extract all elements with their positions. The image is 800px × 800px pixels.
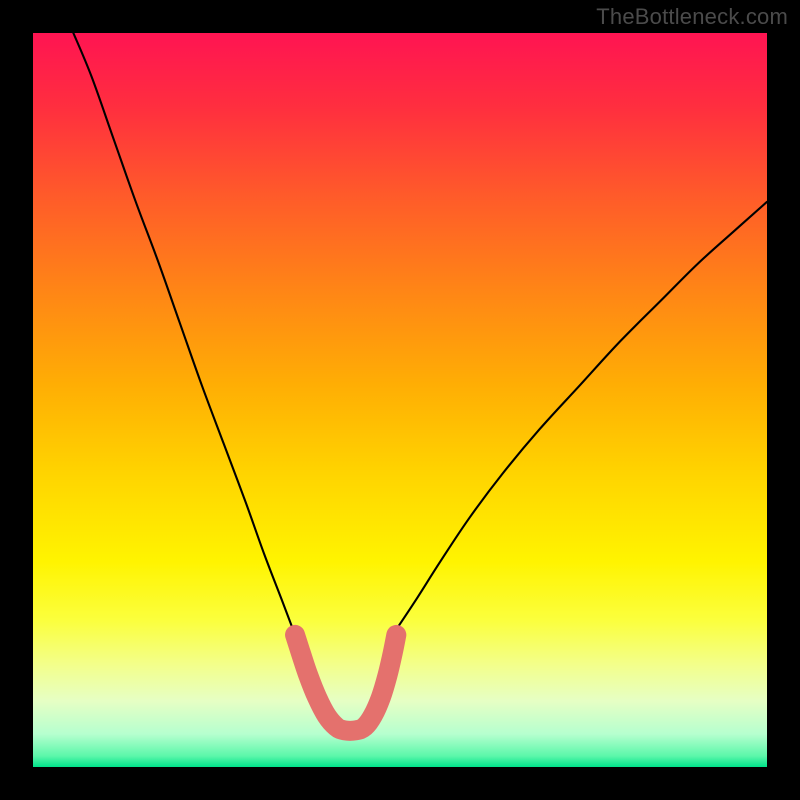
chart-stage: TheBottleneck.com <box>0 0 800 800</box>
curve-left <box>73 33 295 635</box>
watermark-label: TheBottleneck.com <box>596 4 788 30</box>
valley-highlight <box>295 635 396 731</box>
chart-svg <box>0 0 800 800</box>
curve-right <box>393 202 767 635</box>
